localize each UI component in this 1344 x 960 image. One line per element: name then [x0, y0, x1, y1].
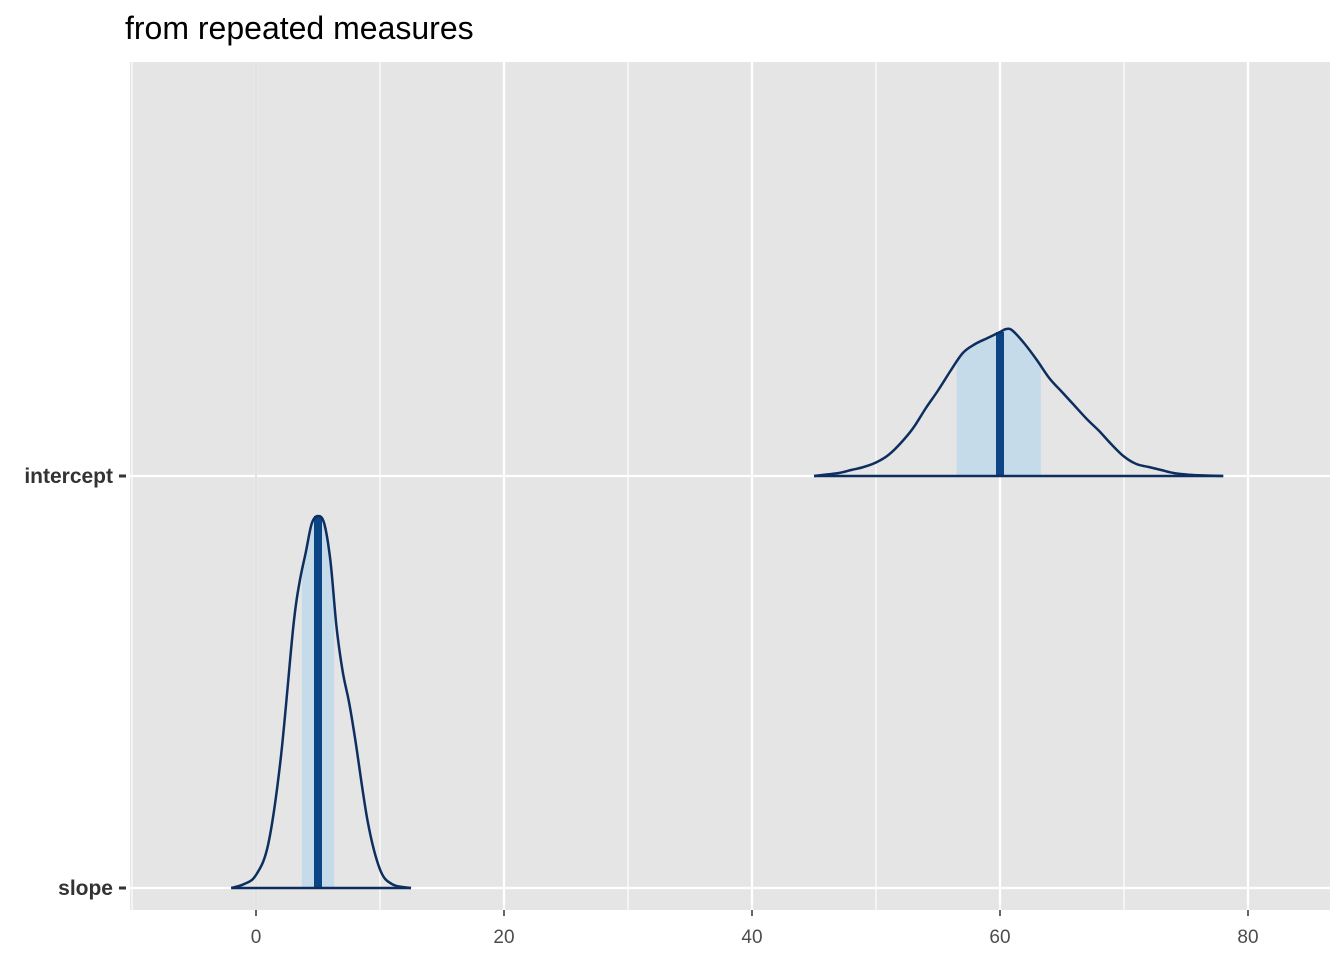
x-axis: 0 20 40 60 80	[251, 910, 1259, 948]
x-tick-label: 60	[989, 927, 1010, 948]
density-curve-intercept	[813, 327, 1224, 478]
x-tick-label: 40	[741, 927, 762, 948]
x-tick-label: 0	[251, 927, 262, 948]
density-layer	[230, 327, 1224, 890]
density-curve-slope	[230, 514, 412, 890]
y-axis: slope intercept	[24, 465, 126, 900]
chart-title: from repeated measures	[125, 10, 474, 46]
x-tick-label: 80	[1237, 927, 1258, 948]
y-tick-label-intercept: intercept	[24, 465, 113, 488]
y-tick-label-slope: slope	[58, 877, 113, 900]
x-tick-label: 20	[493, 927, 514, 948]
